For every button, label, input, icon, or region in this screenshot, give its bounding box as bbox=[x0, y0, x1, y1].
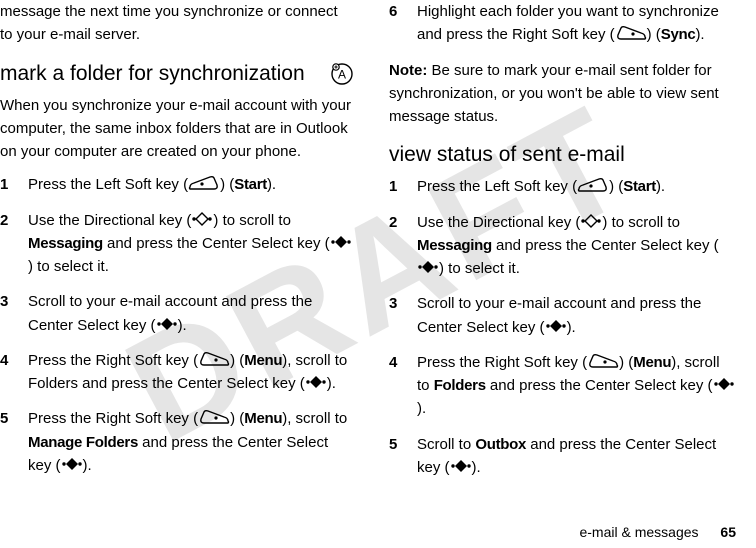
heading-view-status: view status of sent e-mail bbox=[389, 142, 736, 167]
list-item: 5 Scroll to Outbox and press the Center … bbox=[389, 433, 736, 480]
heading-mark-folder: mark a folder for synchronization bbox=[0, 61, 353, 86]
directional-key-icon bbox=[580, 213, 602, 229]
step-text: Press the Right Soft key () (Menu), scro… bbox=[28, 407, 353, 477]
step-number: 3 bbox=[389, 292, 417, 339]
center-select-key-icon bbox=[156, 316, 178, 332]
center-select-key-icon bbox=[417, 259, 439, 275]
list-item: 1 Press the Left Soft key () (Start). bbox=[389, 175, 736, 198]
step-number: 6 bbox=[389, 0, 417, 47]
step-text: Scroll to your e-mail account and press … bbox=[28, 290, 353, 337]
step-number: 4 bbox=[0, 349, 28, 396]
right-soft-key-icon bbox=[615, 25, 647, 41]
note-text: Be sure to mark your e-mail sent folder … bbox=[389, 62, 719, 126]
center-select-key-icon bbox=[713, 376, 735, 392]
list-item: 4 Press the Right Soft key () (Menu), sc… bbox=[0, 349, 353, 396]
steps-view-status: 1 Press the Left Soft key () (Start). 2 … bbox=[389, 175, 736, 479]
center-select-key-icon bbox=[330, 234, 352, 250]
center-select-key-icon bbox=[545, 318, 567, 334]
step-text: Press the Left Soft key () (Start). bbox=[28, 173, 353, 196]
center-select-key-icon bbox=[305, 374, 327, 390]
steps-mark-folder-cont: 6 Highlight each folder you want to sync… bbox=[389, 0, 736, 47]
list-item: 2 Use the Directional key () to scroll t… bbox=[0, 209, 353, 279]
right-soft-key-icon bbox=[198, 351, 230, 367]
step-text: Scroll to your e-mail account and press … bbox=[417, 292, 736, 339]
step-text: Highlight each folder you want to synchr… bbox=[417, 0, 736, 47]
right-soft-key-icon bbox=[587, 353, 619, 369]
center-select-key-icon bbox=[450, 458, 472, 474]
right-column: 6 Highlight each folder you want to sync… bbox=[371, 0, 742, 548]
list-item: 6 Highlight each folder you want to sync… bbox=[389, 0, 736, 47]
intro-continuation: message the next time you synchronize or… bbox=[0, 0, 353, 47]
step-text: Use the Directional key () to scroll to … bbox=[28, 209, 353, 279]
center-select-key-icon bbox=[61, 456, 83, 472]
list-item: 5 Press the Right Soft key () (Menu), sc… bbox=[0, 407, 353, 477]
list-item: 1 Press the Left Soft key () (Start). bbox=[0, 173, 353, 196]
step-text: Press the Left Soft key () (Start). bbox=[417, 175, 736, 198]
heading-text: mark a folder for synchronization bbox=[0, 62, 305, 85]
step-text: Press the Right Soft key () (Menu), scro… bbox=[417, 351, 736, 421]
left-soft-key-icon bbox=[188, 175, 220, 191]
directional-key-icon bbox=[191, 211, 213, 227]
steps-mark-folder: 1 Press the Left Soft key () (Start). 2 … bbox=[0, 173, 353, 477]
step-number: 3 bbox=[0, 290, 28, 337]
step-number: 4 bbox=[389, 351, 417, 421]
list-item: 3 Scroll to your e-mail account and pres… bbox=[0, 290, 353, 337]
step-number: 5 bbox=[389, 433, 417, 480]
list-item: 3 Scroll to your e-mail account and pres… bbox=[389, 292, 736, 339]
step-text: Press the Right Soft key () (Menu), scro… bbox=[28, 349, 353, 396]
step-text: Scroll to Outbox and press the Center Se… bbox=[417, 433, 736, 480]
right-soft-key-icon bbox=[198, 409, 230, 425]
step-number: 5 bbox=[0, 407, 28, 477]
step-number: 2 bbox=[389, 211, 417, 281]
step-number: 1 bbox=[0, 173, 28, 196]
list-item: 4 Press the Right Soft key () (Menu), sc… bbox=[389, 351, 736, 421]
left-column: message the next time you synchronize or… bbox=[0, 0, 371, 548]
note: Note: Be sure to mark your e-mail sent f… bbox=[389, 59, 736, 129]
section-intro: When you synchronize your e-mail account… bbox=[0, 94, 353, 164]
step-number: 2 bbox=[0, 209, 28, 279]
step-number: 1 bbox=[389, 175, 417, 198]
step-text: Use the Directional key () to scroll to … bbox=[417, 211, 736, 281]
feature-icon bbox=[331, 63, 353, 91]
left-soft-key-icon bbox=[577, 177, 609, 193]
list-item: 2 Use the Directional key () to scroll t… bbox=[389, 211, 736, 281]
note-label: Note: bbox=[389, 62, 427, 79]
